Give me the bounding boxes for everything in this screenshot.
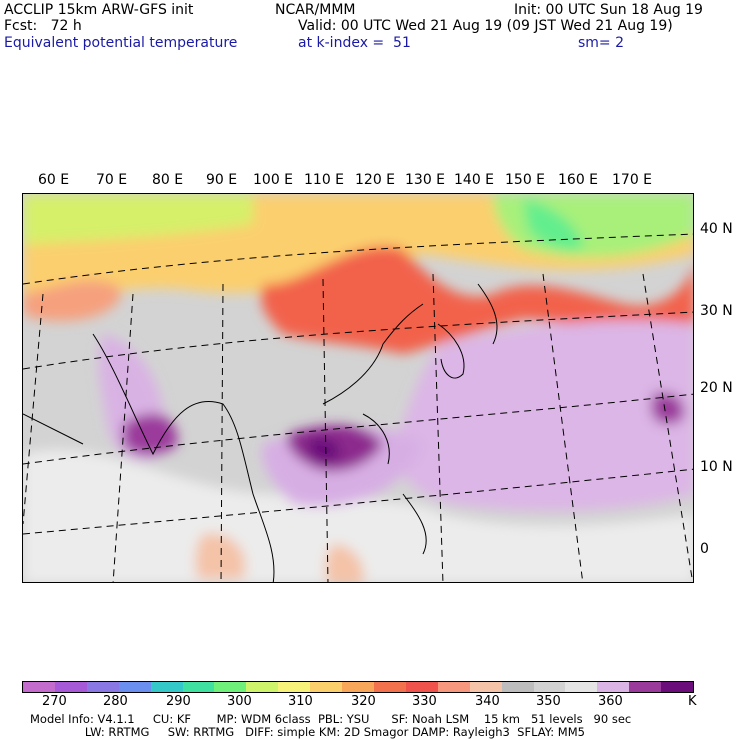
colorbar-swatch	[565, 682, 598, 692]
colorbar-swatch	[150, 682, 183, 692]
map-canvas	[23, 194, 693, 582]
lat-label: 0	[700, 541, 709, 557]
lon-label: 140 E	[454, 172, 495, 188]
colorbar-swatch	[54, 682, 87, 692]
colorbar-swatch	[501, 682, 534, 692]
lon-label: 150 E	[505, 172, 546, 188]
init-time: Init: 00 UTC Sun 18 Aug 19	[514, 2, 703, 18]
title-model: ACCLIP 15km ARW-GFS init	[4, 2, 194, 18]
colorbar-tick: 270	[42, 694, 67, 709]
colorbar-tick: 280	[103, 694, 128, 709]
graticule	[23, 233, 693, 582]
institution: NCAR/MMM	[275, 2, 356, 18]
smoothing: sm= 2	[578, 35, 625, 51]
lat-label: 40 N	[700, 221, 733, 237]
colorbar-swatch	[278, 682, 311, 692]
field-name: Equivalent potential temperature	[4, 35, 238, 51]
forecast-hour: Fcst: 72 h	[4, 18, 82, 34]
colorbar-swatch	[86, 682, 119, 692]
colorbar-unit: K	[688, 694, 697, 709]
colorbar-swatch	[373, 682, 406, 692]
colorbar-tick: 300	[227, 694, 252, 709]
colorbar-swatch	[23, 682, 55, 692]
lat-label: 20 N	[700, 380, 733, 396]
colorbar-swatch	[310, 682, 343, 692]
colorbar-tick: 320	[351, 694, 376, 709]
colorbar-swatch	[214, 682, 247, 692]
colorbar-tick: 350	[536, 694, 561, 709]
colorbar	[22, 681, 694, 693]
colorbar-tick: 330	[412, 694, 437, 709]
lon-label: 80 E	[152, 172, 184, 188]
model-info-line1: Model Info: V4.1.1 CU: KF MP: WDM 6class…	[30, 712, 632, 726]
level-index: at k-index = 51	[298, 35, 411, 51]
lon-label: 100 E	[253, 172, 294, 188]
colorbar-swatch	[469, 682, 502, 692]
colorbar-tick: 340	[475, 694, 500, 709]
colorbar-tick: 290	[166, 694, 191, 709]
lon-label: 120 E	[355, 172, 396, 188]
colorbar-swatch	[597, 682, 630, 692]
colorbar-swatch	[629, 682, 662, 692]
lon-label: 170 E	[612, 172, 653, 188]
lon-label: 60 E	[38, 172, 70, 188]
coastlines	[23, 283, 498, 582]
colorbar-tick: 360	[598, 694, 623, 709]
theta-e-map	[22, 193, 694, 583]
lat-label: 10 N	[700, 459, 733, 475]
lon-label: 160 E	[558, 172, 599, 188]
lon-label: 130 E	[405, 172, 446, 188]
colorbar-swatch	[405, 682, 438, 692]
valid-time: Valid: 00 UTC Wed 21 Aug 19 (09 JST Wed …	[298, 18, 673, 34]
colorbar-swatch	[661, 682, 694, 692]
lat-label: 30 N	[700, 303, 733, 319]
colorbar-swatch	[118, 682, 151, 692]
model-info-line2: LW: RRTMG SW: RRTMG DIFF: simple KM: 2D …	[30, 725, 585, 739]
colorbar-swatch	[246, 682, 279, 692]
lon-label: 90 E	[206, 172, 238, 188]
colorbar-swatch	[533, 682, 566, 692]
colorbar-swatch	[437, 682, 470, 692]
lon-label: 110 E	[304, 172, 345, 188]
lon-label: 70 E	[96, 172, 128, 188]
colorbar-swatch	[182, 682, 215, 692]
colorbar-swatch	[342, 682, 374, 692]
colorbar-tick: 310	[288, 694, 313, 709]
